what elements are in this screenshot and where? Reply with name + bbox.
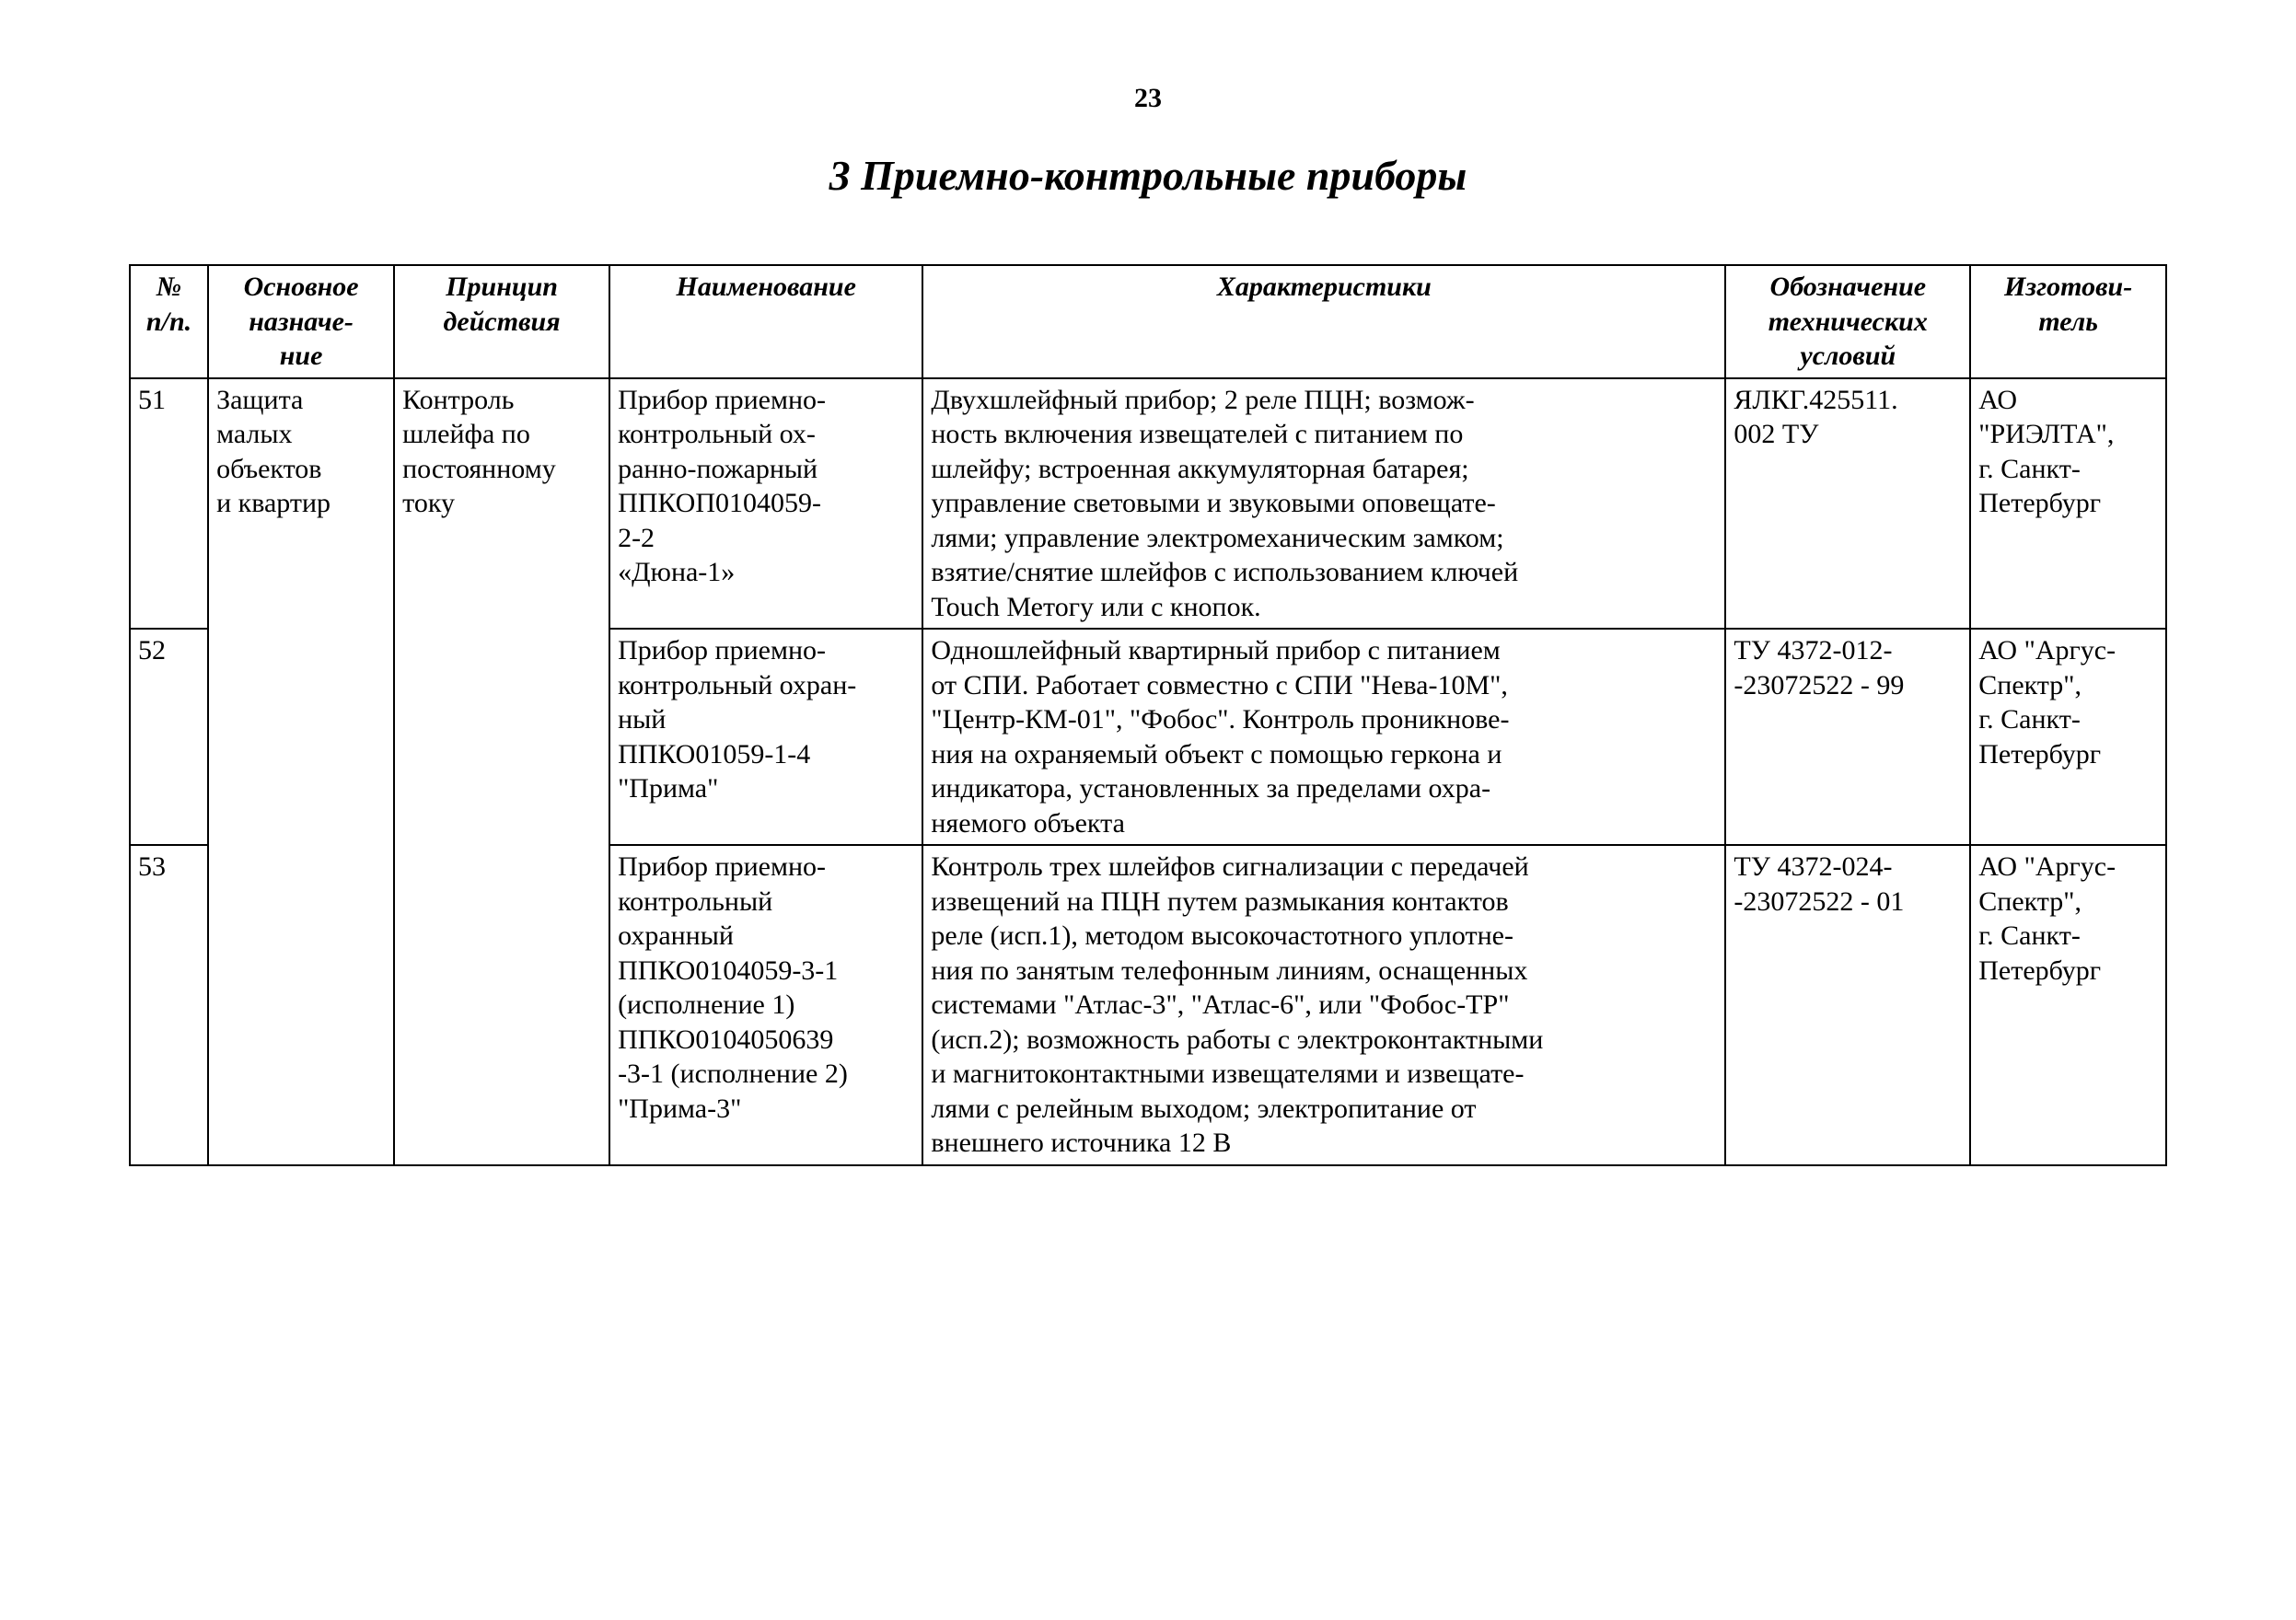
table-header-row: № п/п. Основное назначе- ние Принцип дей… <box>130 265 2166 378</box>
cell-principle: Контроль шлейфа по постоянному току <box>394 378 609 1165</box>
cell-maker: АО "РИЭЛТА", г. Санкт- Петербург <box>1970 378 2166 630</box>
col-header-num: № п/п. <box>130 265 208 378</box>
table-row: 51 Защита малых объектов и квартир Контр… <box>130 378 2166 630</box>
cell-name: Прибор приемно- контрольный охранный ППК… <box>609 845 922 1165</box>
col-header-designation: Обозначение технических условий <box>1725 265 1970 378</box>
cell-chars: Контроль трех шлейфов сигнализации с пер… <box>922 845 1725 1165</box>
col-header-maker: Изготови- тель <box>1970 265 2166 378</box>
col-header-principle: Принцип действия <box>394 265 609 378</box>
col-header-chars: Характеристики <box>922 265 1725 378</box>
cell-name: Прибор приемно- контрольный охран- ный П… <box>609 629 922 845</box>
cell-num: 52 <box>130 629 208 845</box>
col-header-name: Наименование <box>609 265 922 378</box>
cell-num: 51 <box>130 378 208 630</box>
cell-chars: Двухшлейфный прибор; 2 реле ПЦН; возмож-… <box>922 378 1725 630</box>
col-header-purpose: Основное назначе- ние <box>208 265 394 378</box>
page-number: 23 <box>129 83 2167 114</box>
section-title: 3 Приемно-контрольные приборы <box>129 151 2167 200</box>
cell-maker: АО "Аргус- Спектр", г. Санкт- Петербург <box>1970 845 2166 1165</box>
cell-designation: ТУ 4372-024- -23072522 - 01 <box>1725 845 1970 1165</box>
cell-designation: ТУ 4372-012- -23072522 - 99 <box>1725 629 1970 845</box>
cell-name: Прибор приемно- контрольный ох- ранно-по… <box>609 378 922 630</box>
cell-maker: АО "Аргус- Спектр", г. Санкт- Петербург <box>1970 629 2166 845</box>
cell-purpose: Защита малых объектов и квартир <box>208 378 394 1165</box>
devices-table: № п/п. Основное назначе- ние Принцип дей… <box>129 264 2167 1166</box>
cell-num: 53 <box>130 845 208 1165</box>
cell-designation: ЯЛКГ.425511. 002 ТУ <box>1725 378 1970 630</box>
cell-chars: Одношлейфный квартирный прибор с питание… <box>922 629 1725 845</box>
